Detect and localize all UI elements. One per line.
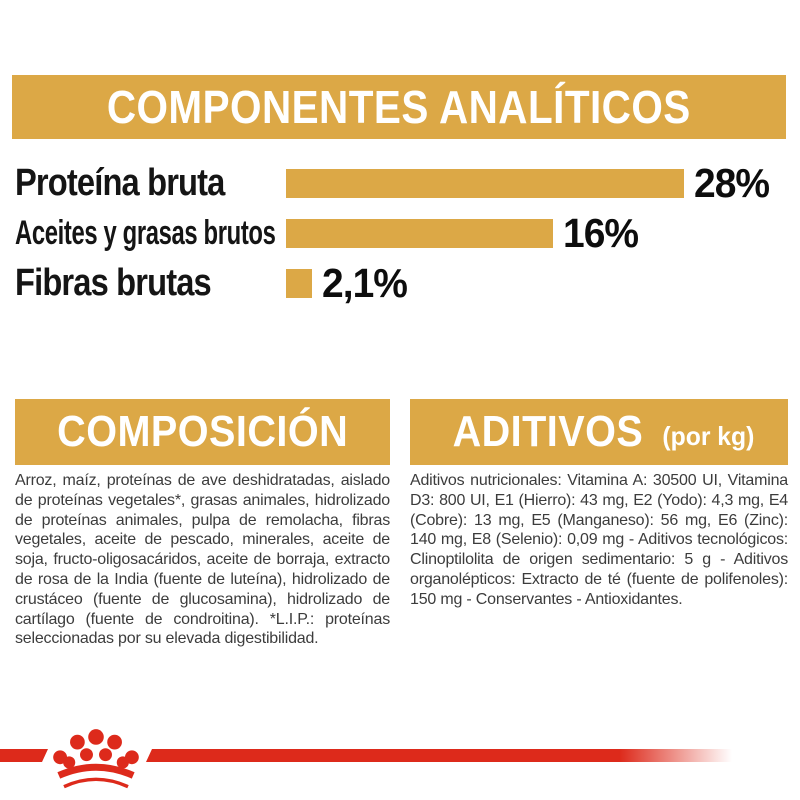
chart-row-fibre: Fibras brutas 2,1% (0, 260, 800, 306)
composition-section: COMPOSICIÓN Arroz, maíz, proteínas de av… (15, 399, 390, 649)
composition-text: Arroz, maíz, proteínas de ave deshidrata… (15, 472, 390, 648)
chart-value-label: 2,1% (322, 259, 408, 306)
red-divider-left (0, 749, 48, 762)
chart-category-label: Proteína bruta (15, 161, 225, 204)
chart-bar-fibre (286, 268, 312, 298)
chart-bar-fats (286, 218, 553, 248)
analytical-components-banner: COMPONENTES ANALÍTICOS (12, 75, 786, 139)
composition-header: COMPOSICIÓN (15, 399, 390, 465)
red-divider-right (146, 749, 738, 762)
chart-value-label: 28% (694, 159, 770, 206)
chart-row-fats: Aceites y grasas brutos 16% (0, 210, 800, 256)
additives-header: ADITIVOS (por kg) (410, 399, 788, 465)
chart-row-protein: Proteína bruta 28% (0, 160, 800, 206)
royal-canin-crown-logo (53, 729, 139, 789)
analytical-components-title: COMPONENTES ANALÍTICOS (107, 81, 691, 133)
chart-value-label: 16% (563, 209, 639, 256)
composition-title: COMPOSICIÓN (57, 407, 348, 456)
additives-title: ADITIVOS (452, 407, 643, 456)
additives-text: Aditivos nutricionales: Vitamina A: 3050… (410, 472, 788, 608)
additives-title-suffix: (por kg) (661, 420, 754, 451)
chart-category-label: Fibras brutas (15, 261, 212, 304)
chart-bar-protein (286, 168, 684, 198)
additives-section: ADITIVOS (por kg) Aditivos nutricionales… (410, 399, 788, 610)
chart-category-label: Aceites y grasas brutos (15, 213, 276, 252)
